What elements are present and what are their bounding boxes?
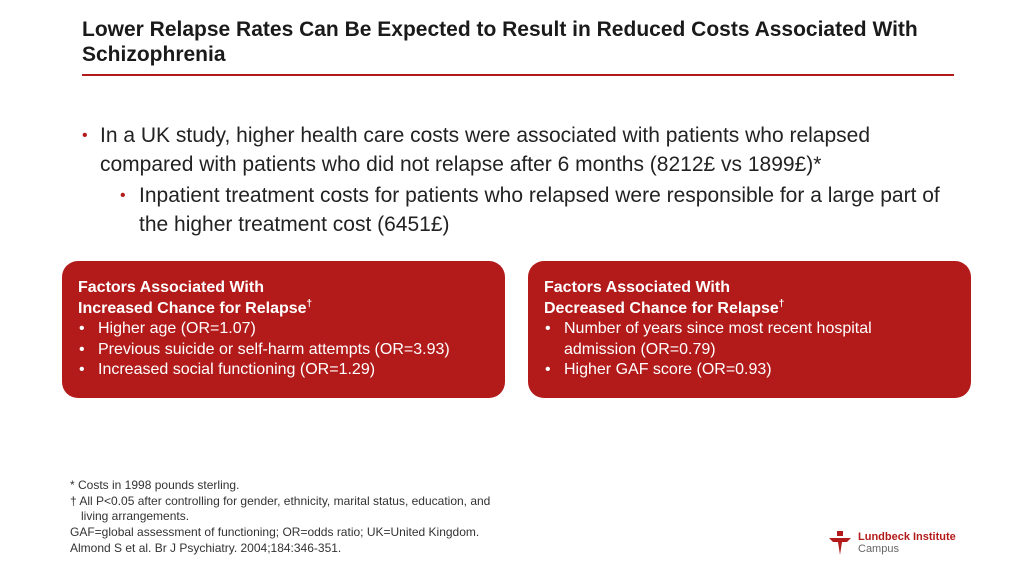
footnote-pvalue: † All P<0.05 after controlling for gende… [70, 493, 491, 508]
decreased-relapse-box: Factors Associated With Decreased Chance… [528, 261, 971, 398]
heading-line2: Decreased Chance for Relapse [544, 299, 779, 317]
slide-title: Lower Relapse Rates Can Be Expected to R… [82, 18, 918, 66]
dagger-mark: † [778, 298, 785, 310]
title-divider [82, 74, 954, 76]
footnote-reference: Almond S et al. Br J Psychiatry. 2004;18… [70, 540, 342, 555]
bullet-dot-icon: • [82, 127, 88, 144]
lundbeck-logo: Lundbeck Institute Campus [828, 530, 956, 556]
bullet-sub: • Inpatient treatment costs for patients… [82, 181, 962, 239]
footnote-pvalue-cont: living arrangements. [81, 509, 190, 524]
bullet-dot-icon: • [120, 187, 126, 204]
bullet-list: • In a UK study, higher health care cost… [82, 121, 962, 239]
list-item: Increased social functioning (OR=1.29) [78, 360, 489, 381]
logo-line2: Campus [858, 543, 899, 555]
bullet-main-text: In a UK study, higher health care costs … [100, 124, 871, 176]
dagger-mark: † [306, 298, 313, 310]
heading-line1: Factors Associated With [78, 279, 264, 296]
list-item: Higher GAF score (OR=0.93) [544, 360, 955, 381]
lundbeck-emblem-icon [829, 531, 851, 555]
increased-relapse-box: Factors Associated With Increased Chance… [62, 261, 505, 398]
list-item: Higher age (OR=1.07) [78, 319, 489, 340]
box-heading: Factors Associated With Increased Chance… [78, 278, 489, 319]
heading-line1: Factors Associated With [544, 279, 730, 296]
box-heading: Factors Associated With Decreased Chance… [544, 278, 955, 319]
logo-line1: Lundbeck Institute [858, 531, 956, 543]
list-item: Previous suicide or self-harm attempts (… [78, 340, 489, 361]
footnote-costs: * Costs in 1998 pounds sterling. [70, 478, 240, 492]
list-item: Number of years since most recent hospit… [544, 319, 904, 360]
bullet-main: • In a UK study, higher health care cost… [82, 121, 962, 179]
bullet-sub-text: Inpatient treatment costs for patients w… [139, 184, 940, 236]
footnotes: * Costs in 1998 pounds sterling. † All P… [70, 478, 540, 557]
footnote-abbreviations: GAF=global assessment of functioning; OR… [70, 525, 480, 540]
heading-line2: Increased Chance for Relapse [78, 299, 307, 317]
